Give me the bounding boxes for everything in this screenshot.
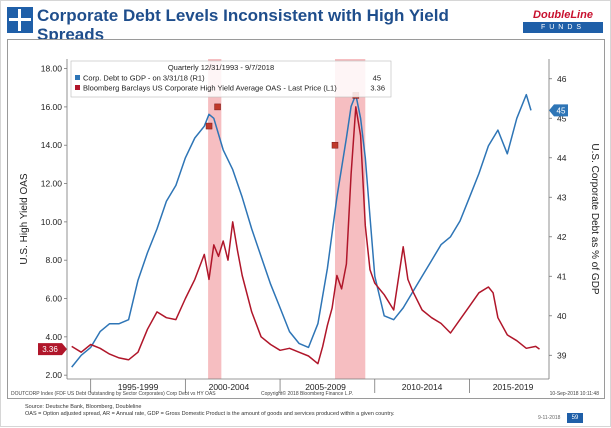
legend-label-corp-debt: Corp. Debt to GDP - on 3/31/18 (R1)	[83, 74, 205, 83]
y-tick-label-left: 4.00	[45, 332, 62, 342]
chart-frame	[7, 39, 605, 399]
footer-definitions: OAS = Option adjusted spread, AR = Annua…	[25, 411, 395, 417]
y-tick-label-right: 45	[557, 113, 567, 123]
event-marker	[205, 122, 213, 130]
page-number: 59	[567, 413, 583, 423]
title-accent-icon	[7, 7, 33, 33]
doubleline-logo: DoubleLine FUNDS	[523, 9, 603, 33]
legend-swatch-corp-debt	[75, 75, 80, 80]
logo-wordmark: DoubleLine	[533, 9, 593, 21]
event-marker	[214, 103, 221, 111]
legend-box	[70, 60, 392, 98]
last-value-label-corp-debt: 45	[557, 106, 566, 115]
y-tick-label-right: 42	[557, 232, 567, 242]
chart-footer-left: DOUTCORP Index (FDF US Debt Outstanding …	[11, 391, 216, 397]
chart-footer-right: 10-Sep-2018 10:11:48	[550, 391, 600, 397]
y-tick-label-left: 18.00	[41, 64, 63, 74]
legend-label-hy-oas: Bloomberg Barclays US Corporate High Yie…	[83, 84, 337, 93]
y-tick-label-left: 2.00	[45, 370, 62, 380]
y-tick-label-left: 12.00	[41, 179, 63, 189]
y-tick-label-right: 40	[557, 311, 567, 321]
y-tick-label-left: 8.00	[45, 255, 62, 265]
y-axis-title-right: U.S. Corporate Debt as % of GDP	[589, 143, 600, 295]
last-value-tag-hy-oas	[38, 343, 67, 356]
x-period-label: 2005-2009	[305, 382, 346, 392]
logo-funds: FUNDS	[523, 22, 603, 33]
y-tick-label-left: 6.00	[45, 294, 62, 304]
recession-band	[334, 59, 366, 379]
y-tick-label-right: 43	[557, 192, 567, 202]
footer-source: Source: Deutsche Bank, Bloomberg, Double…	[25, 404, 142, 410]
x-period-label: 2000-2004	[209, 382, 250, 392]
legend-value-hy-oas: 3.36	[370, 84, 385, 93]
y-tick-label-left: 16.00	[41, 102, 63, 112]
y-axis-title-left: U.S. High Yield OAS	[19, 173, 30, 264]
x-period-label: 2015-2019	[493, 382, 534, 392]
legend-header: Quarterly 12/31/1993 - 9/7/2018	[168, 63, 274, 72]
y-tick-label-right: 41	[557, 271, 567, 281]
last-value-tag-corp-debt	[549, 104, 568, 117]
x-period-label: 2010-2014	[402, 382, 443, 392]
recession-band	[208, 59, 222, 379]
chart-footer-center: Copyright© 2018 Bloomberg Finance L.P.	[261, 390, 353, 397]
y-tick-label-right: 39	[557, 350, 567, 360]
y-tick-label-left: 10.00	[41, 217, 63, 227]
y-tick-label-left: 14.00	[41, 140, 63, 150]
y-tick-label-right: 46	[557, 74, 567, 84]
series-line-corp-debt	[71, 93, 532, 368]
series-line-hy-oas	[71, 106, 540, 365]
legend-swatch-hy-oas	[75, 85, 80, 90]
last-value-label-hy-oas: 3.36	[42, 345, 58, 354]
x-period-label: 1995-1999	[118, 382, 159, 392]
y-tick-label-right: 44	[557, 153, 567, 163]
page-reference: 9-11-2018	[538, 415, 561, 421]
legend-value-corp-debt: 45	[373, 74, 381, 83]
event-marker	[331, 141, 339, 149]
